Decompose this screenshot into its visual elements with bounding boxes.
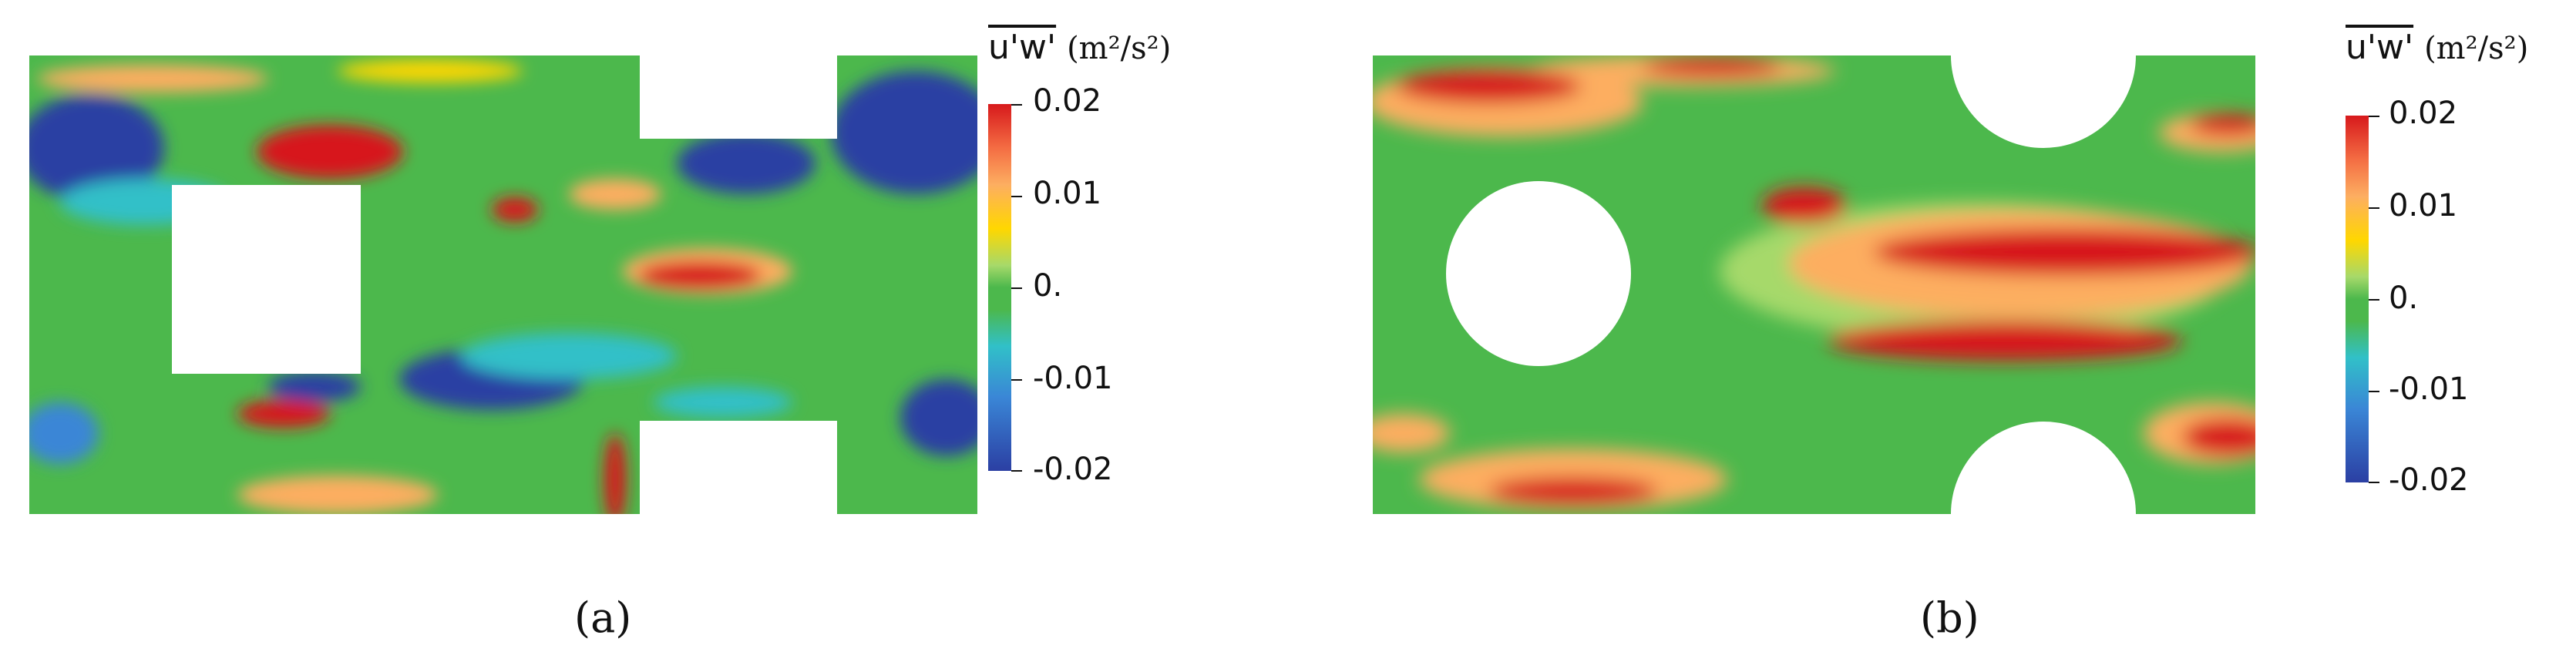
circle-obstacle-bottom <box>1951 422 2136 526</box>
circle-obstacle-top <box>1951 48 2136 148</box>
colorbar-quantity-b: u'w' <box>2346 28 2414 67</box>
colorbar-tick-a: 0.01 <box>1033 176 1102 211</box>
colorbar-quantity-a: u'w' <box>988 28 1057 67</box>
colorbar-b <box>2346 116 2369 482</box>
colorbar-tick-a: -0.01 <box>1033 361 1113 396</box>
caption-b: (b) <box>1920 593 1979 642</box>
colorbar-tick-a: 0. <box>1033 268 1063 304</box>
colorbar-tick-b: 0.02 <box>2389 96 2458 131</box>
colorbar-unit-b: (m²/s²) <box>2424 31 2529 66</box>
tickmark <box>1011 470 1022 472</box>
panel-b: u'w' (m²/s²) 0.02 0.01 0. -0.01 -0.02 (b) <box>1288 0 2576 662</box>
tickmark <box>1011 196 1022 197</box>
tickmark <box>2369 116 2379 117</box>
colorbar-title-a: u'w' (m²/s²) <box>988 28 1171 67</box>
tickmark <box>2369 391 2379 392</box>
colorbar-unit-a: (m²/s²) <box>1067 31 1172 66</box>
colorbar-a <box>988 104 1011 471</box>
colorbar-tick-a: -0.02 <box>1033 452 1113 487</box>
caption-a: (a) <box>574 593 632 642</box>
tickmark <box>2369 207 2379 209</box>
field-b <box>1373 55 2255 514</box>
panel-a: u'w' (m²/s²) 0.02 0.01 0. -0.01 -0.02 (a) <box>29 28 1171 642</box>
tickmark <box>1011 379 1022 381</box>
contour-plot-a <box>29 55 977 514</box>
colorbar-tick-a: 0.02 <box>1033 83 1102 119</box>
square-obstacle <box>172 185 361 374</box>
circle-obstacle-center <box>1446 181 1631 366</box>
tickmark <box>1011 287 1022 289</box>
colorbar-tick-b: 0. <box>2389 281 2419 316</box>
contour-plot-b <box>1373 48 2375 526</box>
tickmark <box>2369 482 2379 483</box>
colorbar-tick-b: -0.02 <box>2389 462 2469 498</box>
colorbar-title-b: u'w' (m²/s²) <box>2346 28 2528 67</box>
tickmark <box>2369 299 2379 301</box>
colorbar-tick-b: 0.01 <box>2389 188 2458 223</box>
colorbar-tick-b: -0.01 <box>2389 371 2469 407</box>
tickmark <box>1011 104 1022 106</box>
